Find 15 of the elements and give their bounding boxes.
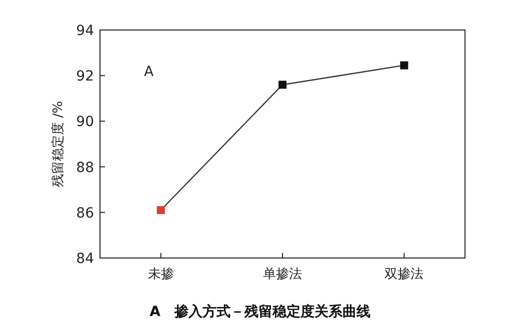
y-axis-title: 残留稳定度 /% xyxy=(50,101,66,187)
x-tick-label: 单掺法 xyxy=(263,267,302,282)
y-tick-label: 88 xyxy=(76,160,94,176)
y-tick-label: 90 xyxy=(76,114,94,130)
x-tick-label: 双掺法 xyxy=(384,267,424,282)
annotation: A xyxy=(144,64,154,80)
x-tick-label: 未掺 xyxy=(148,267,174,282)
point xyxy=(278,80,286,89)
y-tick-label: 86 xyxy=(76,205,94,222)
point xyxy=(156,206,165,214)
y-tick-label: 84 xyxy=(76,251,94,267)
y-tick-label: 94 xyxy=(76,23,94,39)
text: A 掺入方式－残留稳定度关系曲线 xyxy=(150,303,370,320)
point xyxy=(400,61,408,70)
y-tick-label: 92 xyxy=(76,68,94,85)
